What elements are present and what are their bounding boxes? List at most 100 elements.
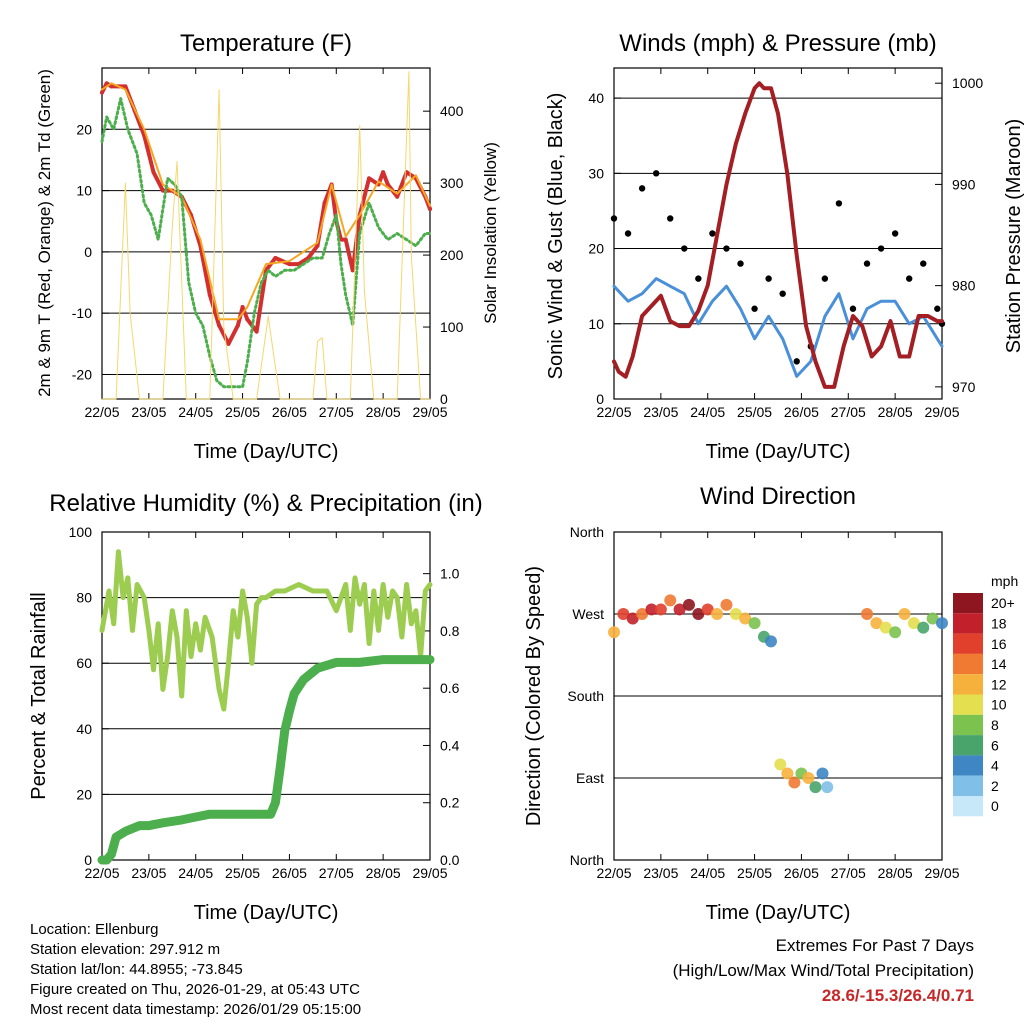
y-tick-label: 10 xyxy=(588,316,604,332)
direction-point xyxy=(936,617,948,630)
gust-point xyxy=(821,275,829,282)
temperature-2m-point xyxy=(287,262,292,267)
y-tick-label: 20 xyxy=(76,121,92,137)
extremes-title: Extremes For Past 7 Days xyxy=(775,936,974,955)
x-tick-label: 25/05 xyxy=(225,865,260,881)
temperature-plot-frame xyxy=(101,67,431,400)
chart-marks xyxy=(97,71,948,865)
x-tick-label: 26/05 xyxy=(784,865,819,881)
temperature-2m-point xyxy=(217,323,222,328)
station-latlon: Station lat/lon: 44.8955; -73.845 xyxy=(30,961,243,978)
gust-point xyxy=(835,200,843,207)
x-tick-label: 27/05 xyxy=(831,865,866,881)
colorbar-swatch xyxy=(953,755,983,776)
direction-point xyxy=(861,608,874,620)
direction-point xyxy=(809,781,822,794)
direction-point xyxy=(889,626,902,639)
y2-tick-label: 200 xyxy=(440,247,464,263)
gust-point xyxy=(624,230,632,237)
winds-ylabel: Sonic Wind & Gust (Blue, Black) xyxy=(545,93,567,380)
figure-created: Figure created on Thu, 2026-01-29, at 05… xyxy=(30,981,360,998)
x-tick-label: 24/05 xyxy=(690,865,725,881)
y2-tick-label: 100 xyxy=(440,319,464,335)
colorbar-swatch xyxy=(953,796,983,817)
y-tick-label: 30 xyxy=(588,165,604,181)
gust-point xyxy=(695,275,702,282)
y-tick-label: South xyxy=(567,688,604,704)
colorbar-swatch xyxy=(953,775,983,796)
y-tick-label: -20 xyxy=(72,366,92,382)
x-tick-label: 27/05 xyxy=(831,404,866,420)
pressure-line xyxy=(612,81,944,389)
precipitation-line xyxy=(97,655,435,865)
x-tick-label: 26/05 xyxy=(272,865,307,881)
wind-direction-panel: Wind Direction Time (Day/UTC) Direction … xyxy=(523,483,1018,924)
direction-point xyxy=(673,603,686,616)
direction-point xyxy=(617,608,630,620)
wind-direction-title: Wind Direction xyxy=(700,483,856,510)
colorbar-swatch xyxy=(953,735,983,756)
humidity-ylabel: Percent & Total Rainfall xyxy=(28,592,50,800)
direction-point xyxy=(926,612,939,625)
direction-point xyxy=(870,617,883,630)
temperature-2m-point xyxy=(109,84,114,89)
colorbar-swatch xyxy=(953,653,983,675)
temperature-9m-line xyxy=(101,82,431,321)
direction-point xyxy=(821,781,834,794)
y2-tick-label: 300 xyxy=(440,175,464,191)
direction-point xyxy=(748,617,761,630)
temperature-2m-point xyxy=(350,268,355,273)
colorbar-unit-label: mph xyxy=(991,573,1018,589)
gust-point xyxy=(849,305,857,312)
temperature-2m-point xyxy=(226,341,231,346)
y2-tick-label: 1000 xyxy=(952,75,983,91)
gust-point xyxy=(751,305,758,312)
x-tick-label: 24/05 xyxy=(178,865,213,881)
y2-tick-label: 990 xyxy=(952,176,976,192)
gust-point xyxy=(877,245,885,252)
x-tick-label: 22/05 xyxy=(84,404,119,420)
direction-point xyxy=(664,594,677,607)
colorbar-swatch xyxy=(953,613,983,634)
x-tick-label: 23/05 xyxy=(643,404,678,420)
y-tick-label: 0 xyxy=(596,391,604,407)
y2-tick-label: 970 xyxy=(952,379,976,395)
direction-point xyxy=(711,608,724,620)
temperature-panel: Temperature (F) Time (Day/UTC) 2m & 9m T… xyxy=(35,30,500,463)
gust-point xyxy=(934,305,941,312)
x-tick-label: 29/05 xyxy=(924,404,959,420)
temperature-2m-point xyxy=(240,305,245,310)
gust-point xyxy=(906,275,913,282)
winds-xlabel: Time (Day/UTC) xyxy=(706,441,851,463)
x-tick-label: 27/05 xyxy=(319,404,354,420)
x-tick-label: 22/05 xyxy=(596,404,631,420)
y2-tick-label: 0.0 xyxy=(440,852,460,868)
temperature-2m-point xyxy=(306,256,311,261)
gust-point xyxy=(765,275,772,282)
y2-tick-label: 0.6 xyxy=(440,680,460,696)
temperature-2m-point xyxy=(100,90,104,95)
temperature-2m-point xyxy=(381,170,386,175)
humidity-plot-frame xyxy=(101,531,431,861)
colorbar-label: 12 xyxy=(991,676,1007,692)
y-tick-label: 100 xyxy=(69,524,93,540)
colorbar-swatch xyxy=(953,694,983,715)
station-elevation: Station elevation: 297.912 m xyxy=(30,941,221,958)
humidity-line xyxy=(99,549,433,712)
temperature-y2label: Solar Insolation (Yellow) xyxy=(481,142,500,324)
y-tick-label: 10 xyxy=(76,183,92,199)
direction-point xyxy=(907,617,920,630)
solar-insolation-line xyxy=(101,71,431,400)
x-tick-label: 28/05 xyxy=(366,404,401,420)
dewpoint-line xyxy=(100,97,432,389)
direction-point xyxy=(720,598,733,611)
temperature-2m-point xyxy=(160,188,165,193)
recent-data-timestamp: Most recent data timestamp: 2026/01/29 0… xyxy=(30,1001,362,1018)
gust-point xyxy=(920,260,927,267)
direction-point xyxy=(917,621,930,634)
direction-point xyxy=(682,598,695,611)
direction-point xyxy=(626,612,639,625)
wind-direction-xlabel: Time (Day/UTC) xyxy=(706,902,851,924)
extremes-values: 28.6/-15.3/26.4/0.71 xyxy=(821,986,974,1005)
